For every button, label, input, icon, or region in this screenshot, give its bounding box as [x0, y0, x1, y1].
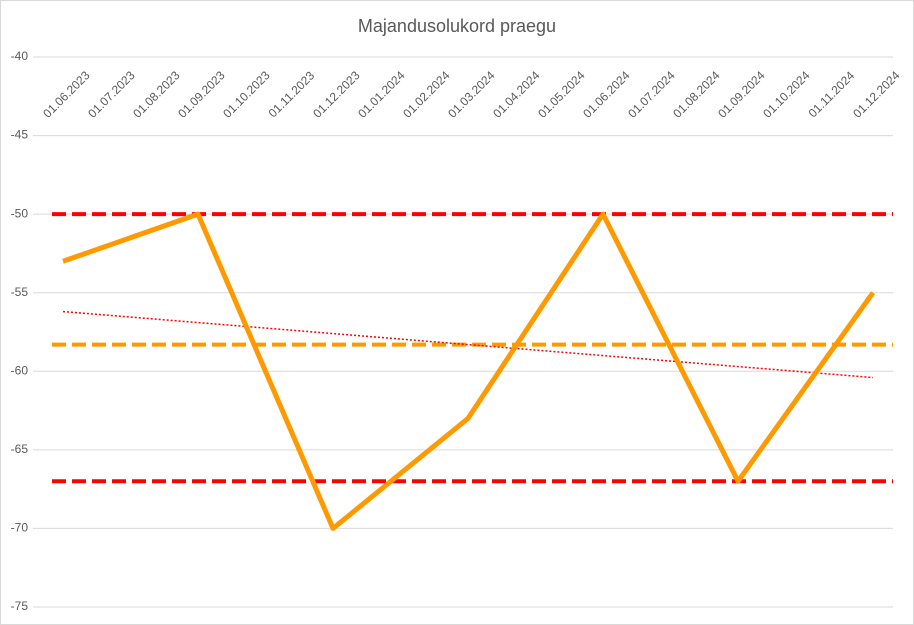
y-tick-label: -40	[11, 49, 29, 63]
data-line	[62, 211, 876, 531]
y-tick-label: -50	[11, 206, 29, 220]
chart-title: Majandusolukord praegu	[358, 16, 556, 36]
trendline	[62, 310, 874, 379]
y-tick-label: -55	[11, 285, 29, 299]
y-tick-label: -65	[11, 442, 29, 456]
y-tick-label: -70	[11, 521, 29, 535]
y-tick-label: -45	[11, 128, 29, 142]
y-tick-label: -60	[11, 363, 29, 377]
y-tick-label: -75	[11, 599, 29, 613]
